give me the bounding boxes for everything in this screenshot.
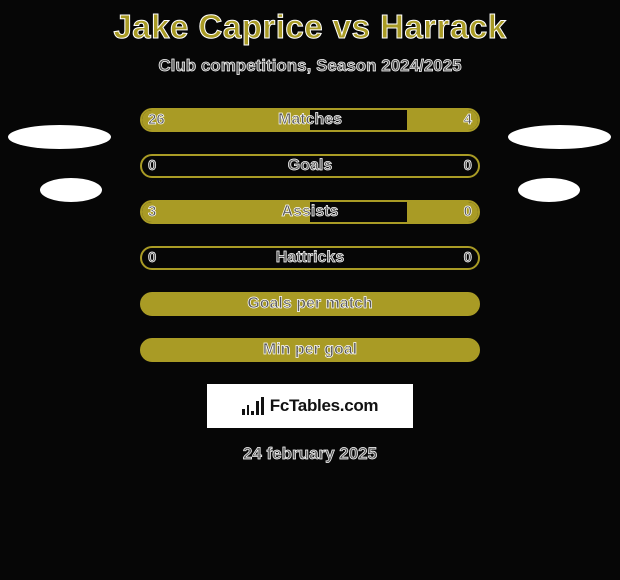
bar-track [140, 154, 480, 178]
footer-date: 24 february 2025 [0, 444, 620, 464]
stat-value-right: 0 [464, 154, 472, 178]
stat-value-left: 0 [148, 246, 156, 270]
bar-left [142, 202, 310, 224]
stat-value-left: 3 [148, 200, 156, 224]
stat-row: Goals per match [0, 292, 620, 316]
bar-track [140, 338, 480, 362]
bar-track [140, 246, 480, 270]
stat-value-left: 26 [148, 108, 165, 132]
logo-text: FcTables.com [270, 396, 379, 416]
logo-box: FcTables.com [207, 384, 413, 428]
comparison-infographic: Jake Caprice vs Harrack Club competition… [0, 0, 620, 580]
bar-track [140, 292, 480, 316]
stat-row: Hattricks00 [0, 246, 620, 270]
stat-row: Goals00 [0, 154, 620, 178]
stat-value-right: 0 [464, 246, 472, 270]
stats-chart: Matches264Goals00Assists30Hattricks00Goa… [0, 108, 620, 362]
stat-value-right: 4 [464, 108, 472, 132]
subtitle: Club competitions, Season 2024/2025 [0, 56, 620, 76]
stat-row: Matches264 [0, 108, 620, 132]
bar-left [142, 110, 310, 132]
bars-icon [242, 397, 264, 415]
page-title: Jake Caprice vs Harrack [0, 0, 620, 46]
stat-value-left: 0 [148, 154, 156, 178]
bar-track [140, 108, 480, 132]
stat-row: Assists30 [0, 200, 620, 224]
stat-value-right: 0 [464, 200, 472, 224]
stat-row: Min per goal [0, 338, 620, 362]
bar-track [140, 200, 480, 224]
